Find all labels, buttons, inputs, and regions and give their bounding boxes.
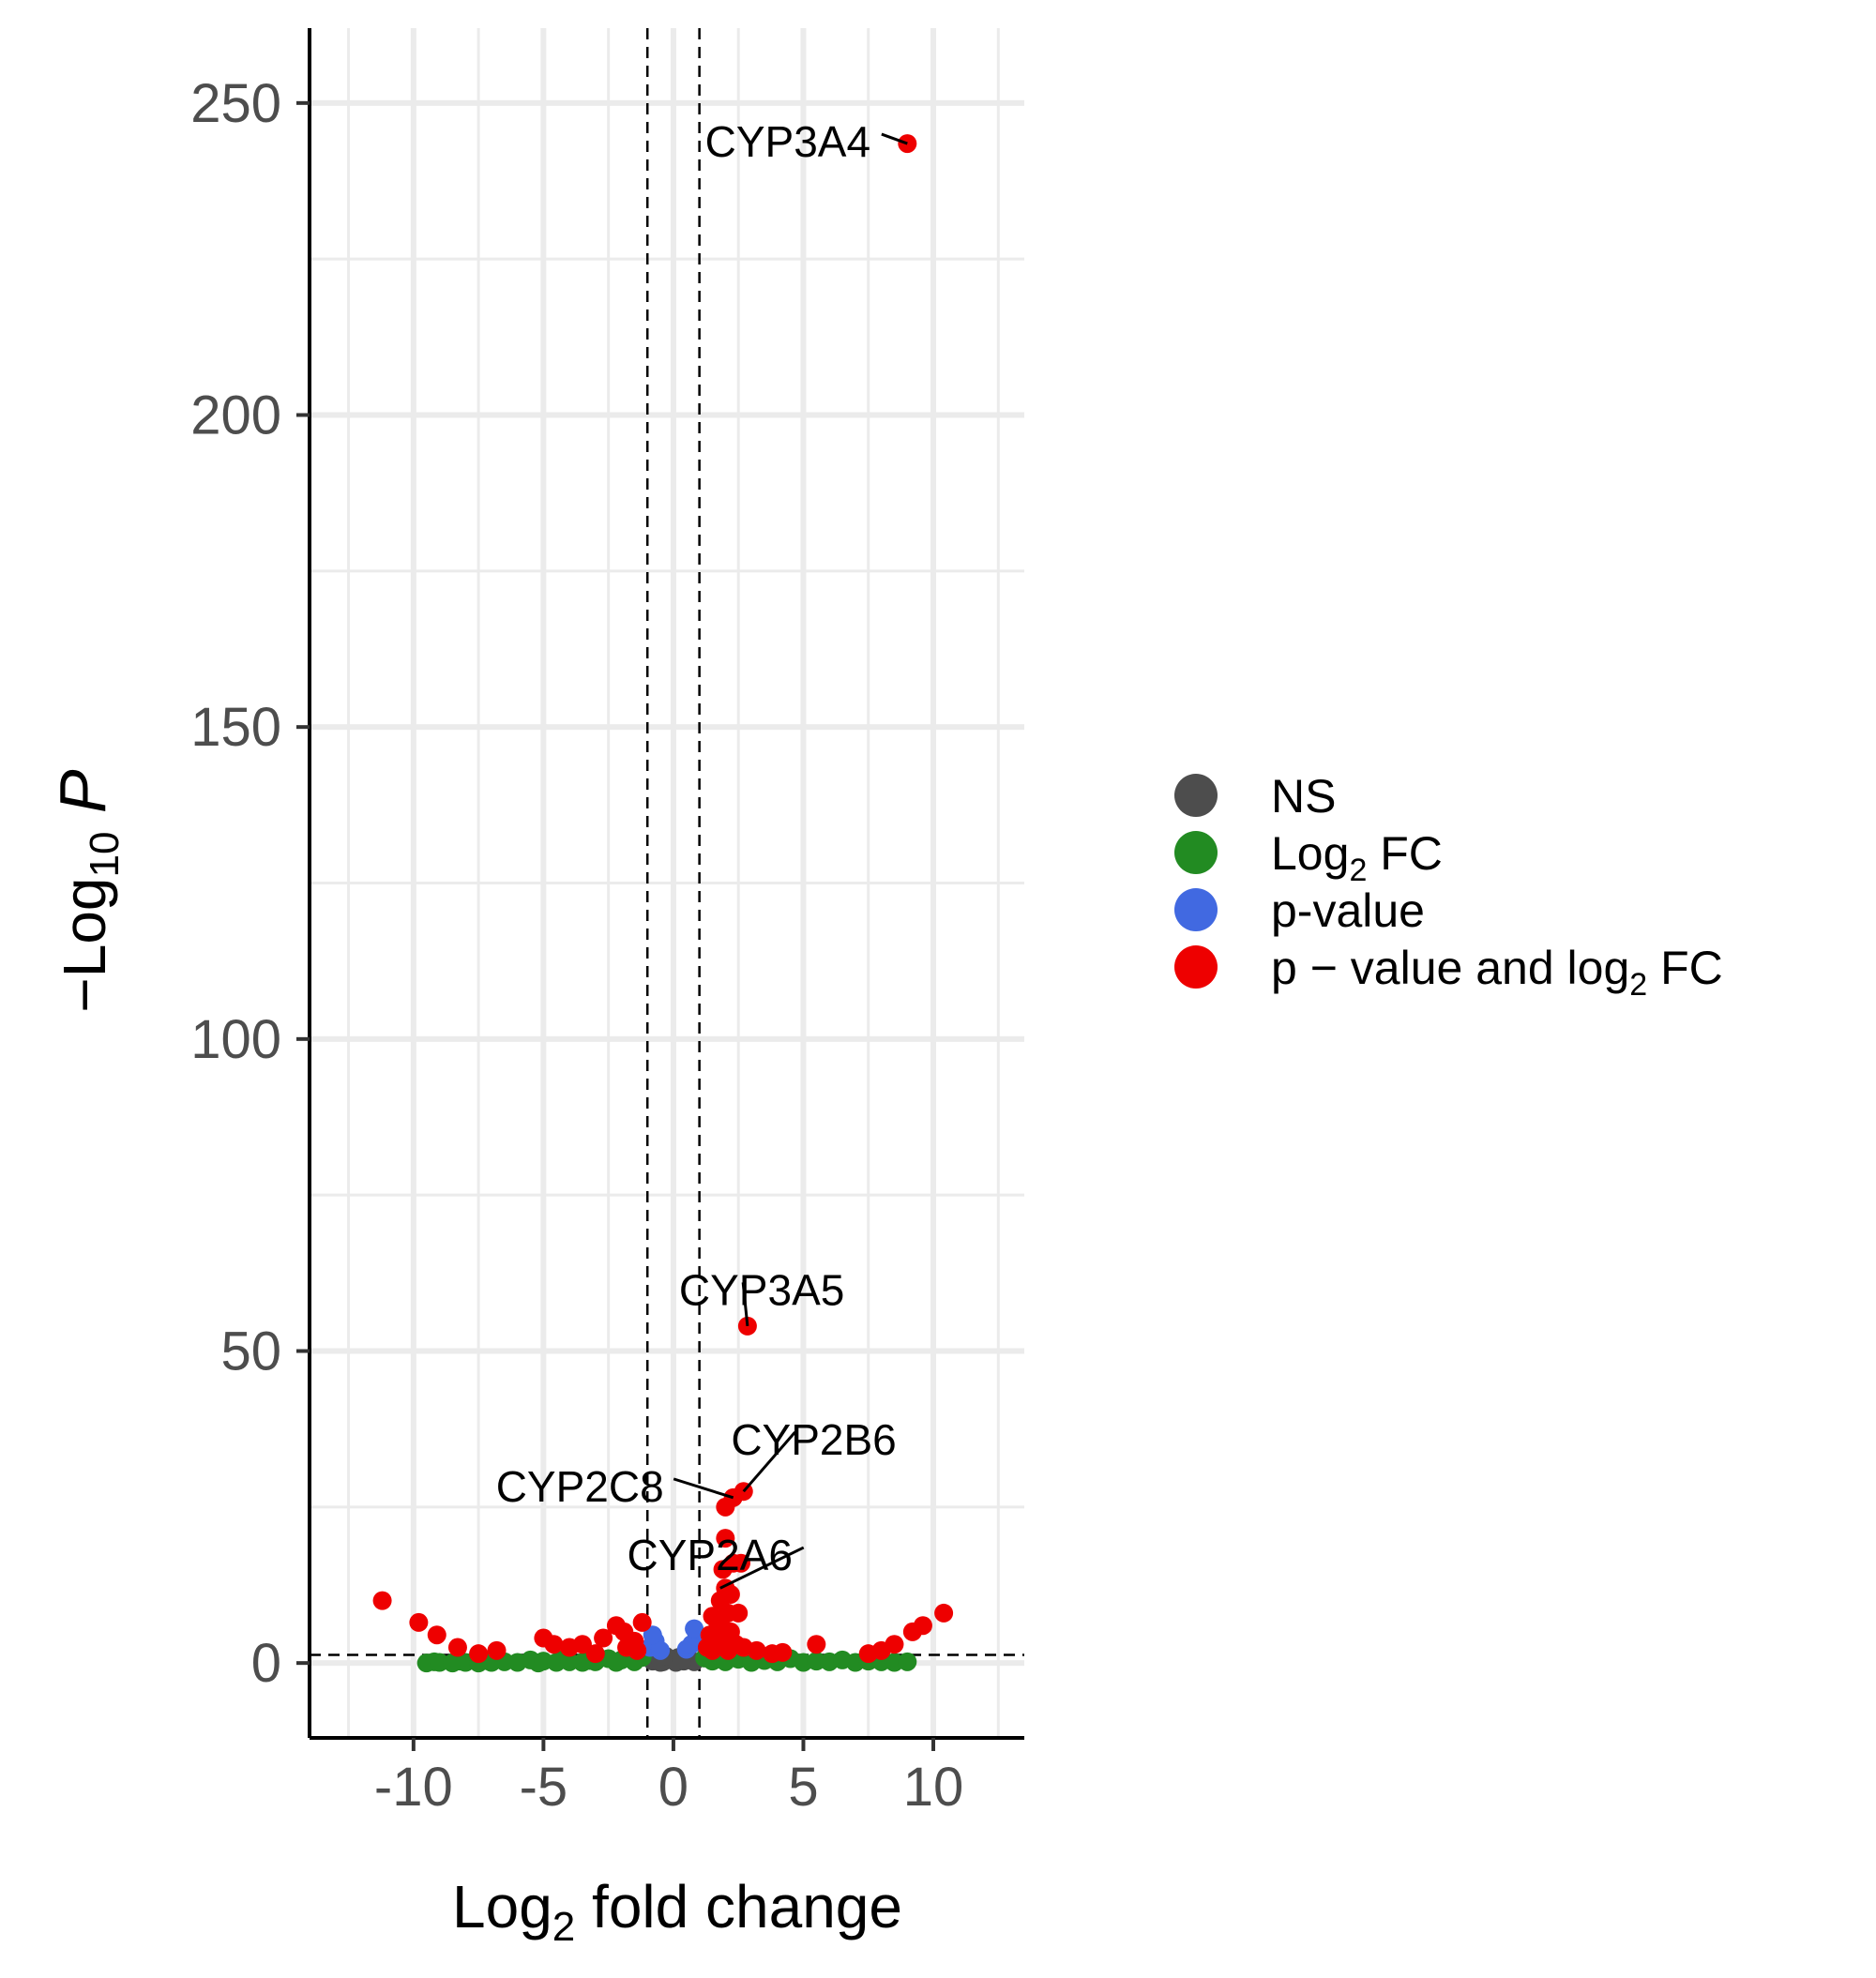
point-both [632, 1612, 652, 1632]
y-tick-label: 50 [220, 1321, 281, 1382]
x-tick-label: 5 [788, 1757, 818, 1818]
point-both [585, 1644, 605, 1664]
point-fc [898, 1652, 917, 1671]
point-both [544, 1635, 564, 1654]
point-both [729, 1603, 749, 1623]
point-both [913, 1616, 932, 1636]
y-tick-label: 200 [190, 385, 281, 446]
point-both [747, 1640, 766, 1660]
x-tick-label: -5 [520, 1757, 568, 1818]
point-both [731, 1553, 750, 1573]
point-both [594, 1628, 613, 1648]
point-both [807, 1635, 826, 1654]
legend-label-ns: NS [1271, 770, 1336, 823]
legend-key-p [1174, 888, 1218, 931]
x-axis-title: Log2 fold change [452, 1873, 902, 1950]
point-both [773, 1642, 793, 1662]
y-tick-label: 250 [190, 73, 281, 134]
gene-label: CYP2B6 [731, 1415, 896, 1464]
y-tick-label: 100 [190, 1009, 281, 1070]
point-both [572, 1635, 592, 1654]
point-both [934, 1603, 954, 1623]
label-connector [881, 132, 908, 145]
point-both [372, 1591, 392, 1610]
point-p [685, 1619, 704, 1638]
x-tick-label: 0 [658, 1757, 688, 1818]
point-p [643, 1625, 662, 1645]
point-both [447, 1638, 467, 1657]
y-tick-label: 0 [251, 1633, 281, 1694]
point-both [487, 1640, 507, 1660]
y-tick-label: 150 [190, 697, 281, 758]
point-both [716, 1529, 735, 1548]
data-points [372, 134, 954, 1673]
point-p [651, 1640, 671, 1660]
x-tick-label: 10 [903, 1757, 964, 1818]
legend-key-both [1174, 945, 1218, 989]
legend-label-fc: Log2 FC [1271, 827, 1443, 888]
gene-labels: CYP3A4 CYP3A5 CYP2B6 CYP2C8 CYP2A6 [496, 117, 908, 1590]
label-connector [719, 1546, 805, 1590]
label-connector [673, 1477, 734, 1500]
legend-key-fc [1174, 831, 1218, 874]
gene-label: CYP2C8 [496, 1462, 664, 1511]
grid-layer [310, 28, 1024, 1738]
point-both [716, 1497, 735, 1517]
legend-label-p: p-value [1271, 884, 1425, 937]
label-connector [741, 1282, 749, 1327]
legend-key-ns [1174, 774, 1218, 817]
point-both [628, 1640, 647, 1660]
legend-label-both: p − value and log2 FC [1271, 942, 1723, 1003]
gene-label: CYP3A4 [705, 117, 870, 166]
point-both [719, 1640, 738, 1660]
gene-label: CYP2A6 [628, 1531, 793, 1579]
x-tick-label: -10 [374, 1757, 453, 1818]
y-axis-title: −Log10 P [46, 769, 128, 1013]
label-connector [742, 1430, 796, 1493]
point-both [713, 1560, 733, 1579]
point-both [409, 1612, 429, 1632]
point-both [469, 1644, 489, 1664]
point-both [885, 1635, 904, 1654]
point-both [427, 1625, 446, 1645]
gene-label: CYP3A5 [679, 1265, 844, 1314]
